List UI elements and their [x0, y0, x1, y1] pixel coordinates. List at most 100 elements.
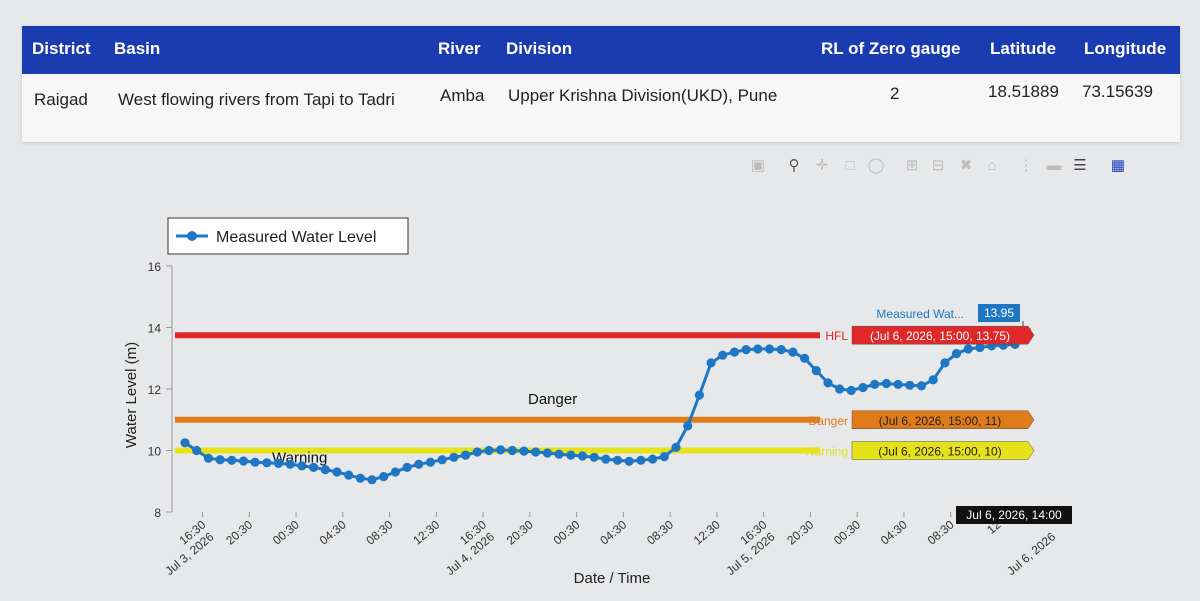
- header-district: District: [32, 39, 91, 58]
- data-point[interactable]: [496, 445, 506, 455]
- data-point[interactable]: [566, 450, 576, 460]
- data-point[interactable]: [554, 449, 564, 459]
- zoom-out-icon[interactable]: ⊟: [931, 157, 945, 174]
- zoom-in-icon[interactable]: ⊞: [905, 157, 919, 174]
- data-point[interactable]: [741, 345, 751, 355]
- data-point[interactable]: [379, 472, 389, 482]
- data-point[interactable]: [963, 344, 973, 354]
- box-select-icon[interactable]: □: [845, 157, 855, 174]
- y-axis-label: Water Level (m): [123, 342, 140, 448]
- data-point[interactable]: [519, 446, 529, 456]
- data-point[interactable]: [332, 467, 342, 477]
- autoscale-icon[interactable]: ✖: [959, 157, 973, 174]
- hover-compare-icon[interactable]: ☰: [1073, 157, 1087, 174]
- data-point[interactable]: [905, 380, 915, 390]
- data-point[interactable]: [180, 438, 190, 448]
- data-point[interactable]: [192, 445, 202, 456]
- cell-district: Raigad: [34, 90, 88, 109]
- chart-legend[interactable]: Measured Water Level: [167, 217, 409, 255]
- data-point[interactable]: [227, 455, 237, 465]
- data-point[interactable]: [612, 455, 623, 465]
- data-point[interactable]: [250, 457, 260, 467]
- data-point[interactable]: [262, 458, 272, 468]
- data-point[interactable]: [846, 385, 856, 396]
- data-point[interactable]: [659, 452, 669, 462]
- data-point[interactable]: [624, 456, 634, 466]
- plotly-logo-icon[interactable]: ▦: [1110, 157, 1126, 174]
- data-point[interactable]: [881, 378, 892, 389]
- data-point[interactable]: [203, 453, 213, 463]
- x-tick-label: 00:30: [551, 517, 583, 547]
- data-point[interactable]: [484, 445, 494, 456]
- data-point[interactable]: [577, 451, 588, 461]
- x-tick-label: 08:30: [364, 517, 396, 547]
- legend-label: Measured Water Level: [216, 229, 376, 246]
- hfl-hover-label: HFL: [825, 329, 848, 343]
- pan-icon[interactable]: ✛: [815, 157, 829, 174]
- spike-lines-icon[interactable]: ⋮: [1018, 157, 1034, 174]
- data-point[interactable]: [402, 462, 412, 472]
- data-point[interactable]: [414, 459, 424, 469]
- data-point[interactable]: [764, 344, 775, 354]
- x-axis-label: Date / Time: [574, 570, 651, 587]
- reset-axes-icon[interactable]: ⌂: [987, 157, 997, 174]
- danger-label: Danger: [528, 391, 577, 408]
- data-point[interactable]: [671, 442, 681, 452]
- data-point[interactable]: [800, 353, 810, 363]
- data-point[interactable]: [273, 458, 284, 468]
- data-point[interactable]: [472, 447, 482, 457]
- data-point[interactable]: [601, 454, 611, 464]
- danger-hover-label: Danger: [809, 414, 848, 428]
- data-point[interactable]: [858, 382, 868, 393]
- data-point[interactable]: [776, 345, 786, 355]
- data-point[interactable]: [297, 461, 307, 471]
- zoom-icon[interactable]: ⚲: [788, 157, 800, 174]
- data-point[interactable]: [449, 452, 459, 462]
- danger-hover-box: [851, 410, 1035, 429]
- data-point[interactable]: [835, 384, 845, 394]
- data-point[interactable]: [461, 450, 471, 460]
- data-point[interactable]: [916, 381, 927, 391]
- data-point[interactable]: [928, 375, 938, 385]
- data-point[interactable]: [309, 462, 319, 472]
- data-point[interactable]: [893, 379, 903, 389]
- data-point[interactable]: [951, 349, 962, 359]
- data-point[interactable]: [975, 342, 985, 353]
- data-point[interactable]: [507, 445, 517, 456]
- y-tick-label: 8: [154, 506, 161, 520]
- hover-closest-icon[interactable]: ▬: [1046, 157, 1062, 174]
- data-point[interactable]: [753, 344, 763, 354]
- header-latitude: Latitude: [990, 39, 1057, 58]
- data-point[interactable]: [215, 455, 225, 465]
- data-point[interactable]: [823, 378, 833, 388]
- data-point[interactable]: [683, 421, 693, 431]
- data-point[interactable]: [729, 347, 740, 357]
- data-point[interactable]: [870, 379, 880, 389]
- data-point[interactable]: [320, 465, 330, 475]
- data-point[interactable]: [238, 456, 249, 466]
- data-point[interactable]: [344, 470, 354, 480]
- data-point[interactable]: [788, 347, 798, 357]
- header-longitude: Longitude: [1084, 39, 1167, 58]
- data-point[interactable]: [648, 454, 658, 464]
- data-point[interactable]: [694, 390, 705, 400]
- data-point[interactable]: [589, 452, 599, 462]
- data-point[interactable]: [636, 455, 646, 465]
- data-point[interactable]: [390, 467, 400, 477]
- data-point[interactable]: [811, 366, 821, 376]
- x-tick-label: 04:30: [597, 517, 629, 547]
- data-point[interactable]: [285, 459, 295, 469]
- camera-icon[interactable]: ▣: [750, 157, 766, 174]
- lasso-icon[interactable]: ◯: [867, 157, 885, 174]
- data-point[interactable]: [940, 358, 950, 368]
- data-point[interactable]: [355, 473, 365, 483]
- data-point[interactable]: [437, 455, 447, 465]
- x-tick-label: 20:30: [223, 517, 255, 547]
- data-point[interactable]: [706, 358, 716, 368]
- data-point[interactable]: [367, 475, 377, 485]
- data-point[interactable]: [542, 448, 553, 458]
- data-point[interactable]: [425, 457, 436, 467]
- data-point[interactable]: [531, 447, 541, 457]
- data-point[interactable]: [718, 350, 728, 360]
